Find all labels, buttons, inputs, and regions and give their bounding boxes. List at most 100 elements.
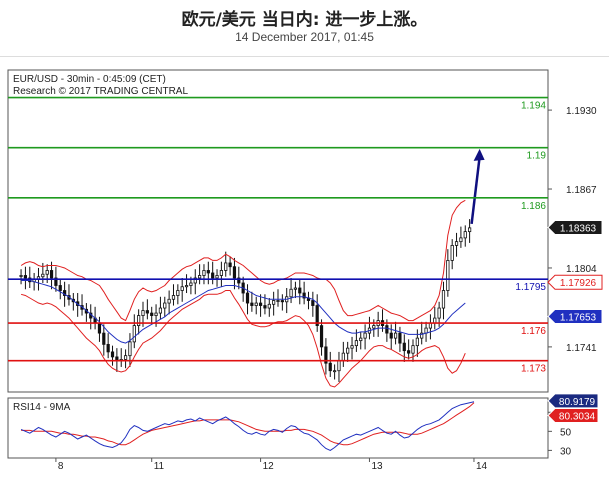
candle-body: [102, 332, 106, 345]
candle-body: [211, 272, 215, 279]
price-tick-label: 1.1804: [566, 264, 597, 275]
rsi-line: [20, 401, 475, 451]
candle-body: [215, 275, 219, 279]
candle-body: [202, 270, 206, 276]
rsi-tag-box: [547, 393, 599, 409]
candle-body: [232, 266, 237, 279]
price-tag-label: 1.18363: [560, 223, 597, 234]
rsi-title: RSI14 - 9MA: [13, 402, 71, 413]
candle-body: [450, 245, 454, 261]
price-tag-label: 1.17926: [560, 278, 597, 289]
candle-body: [263, 305, 267, 309]
chart-subtitle: Research © 2017 TRADING CENTRAL: [13, 86, 188, 97]
candle-body: [272, 300, 276, 305]
candle-body: [415, 337, 419, 347]
candle-body: [407, 350, 411, 354]
candle-body: [123, 355, 128, 360]
candle-body: [189, 282, 193, 286]
forecast-arrow-shaft: [470, 156, 481, 225]
candle-body: [167, 298, 171, 304]
candle-body: [258, 302, 263, 306]
candle-body: [398, 332, 402, 344]
candle-body: [184, 285, 189, 288]
candle-body: [154, 312, 158, 316]
price-tag-box: [547, 308, 603, 324]
candle-body: [63, 290, 67, 296]
rsi-tag-label: 80.9179: [559, 397, 596, 408]
candle-body: [158, 307, 163, 314]
candle-body: [163, 302, 167, 309]
candle-body: [454, 241, 459, 246]
candle-body: [280, 300, 284, 303]
price-tick-label: 1.1741: [566, 343, 597, 354]
rsi-panel-frame: [7, 397, 549, 459]
candle-body: [337, 360, 341, 372]
level-label: 1.186: [521, 201, 546, 212]
candle-body: [245, 292, 250, 304]
candle-body: [141, 310, 145, 316]
candle-body: [402, 342, 406, 352]
candle-body: [372, 325, 376, 329]
price-tick-label: 1.1930: [566, 106, 597, 117]
candle-body: [54, 277, 58, 286]
price-y-axis: 1.1930 1.1867 1.1804 1.1741 1.18363 1.17926 1.…: [547, 106, 603, 354]
candle-body: [219, 270, 223, 276]
candle-body: [389, 332, 393, 339]
rsi-tag-box: [547, 407, 599, 423]
candle-body: [19, 275, 23, 277]
chart-title: EUR/USD - 30min - 0:45:09 (CET): [13, 74, 166, 85]
page-title: 欧元/美元 当日内: 进一步上涨。: [181, 10, 428, 30]
candle-body: [150, 312, 154, 316]
level-label: 1.194: [521, 101, 546, 112]
candle-body: [459, 237, 463, 243]
candle-body: [276, 300, 280, 302]
candle-body: [106, 343, 110, 353]
price-tag-box: [547, 274, 603, 290]
candle-body: [315, 305, 319, 326]
rsi-series-layer: [20, 401, 475, 451]
x-tick-label: 11: [154, 461, 165, 472]
x-tick-label: 8: [58, 461, 64, 472]
candle-body: [289, 288, 293, 298]
candle-body: [341, 352, 345, 362]
candle-body: [145, 310, 149, 314]
candle-body: [302, 292, 306, 299]
price-tick-label: 1.1867: [566, 185, 597, 196]
candle-body: [23, 275, 28, 279]
candle-body: [267, 303, 271, 309]
rsi-ma-line: [21, 402, 475, 446]
candle-body: [333, 370, 337, 373]
price-tag-label: 1.17653: [560, 312, 597, 323]
candle-body: [45, 270, 49, 275]
level-label: 1.173: [521, 364, 546, 375]
candle-body: [359, 337, 363, 342]
level-label: 1.19: [527, 151, 547, 162]
candle-body: [324, 346, 328, 364]
candle-body: [137, 315, 141, 326]
candle-body: [58, 285, 62, 291]
x-tick-label: 12: [263, 461, 275, 472]
candle-body: [463, 231, 467, 239]
candle-body: [354, 340, 358, 347]
candle-body: [254, 302, 258, 306]
candle-body: [228, 262, 232, 268]
moving-average-line: [21, 280, 466, 344]
candle-body: [250, 302, 254, 306]
candle-body: [41, 273, 45, 278]
time-x-axis: 8 11 12 13 14: [55, 458, 488, 472]
candle-body: [293, 287, 298, 290]
price-panel-frame: [7, 69, 549, 393]
candle-body: [180, 286, 184, 291]
candle-body: [198, 275, 202, 279]
candle-body: [441, 290, 446, 309]
candle-body: [311, 300, 315, 306]
candle-body: [393, 332, 398, 339]
bollinger-lower-line: [20, 290, 466, 388]
candle-body: [411, 345, 415, 354]
rsi-tag-label: 80.3034: [559, 411, 596, 422]
candle-body: [446, 260, 450, 291]
level-label: 1.1795: [515, 282, 546, 293]
price-tag-box: [547, 219, 603, 235]
